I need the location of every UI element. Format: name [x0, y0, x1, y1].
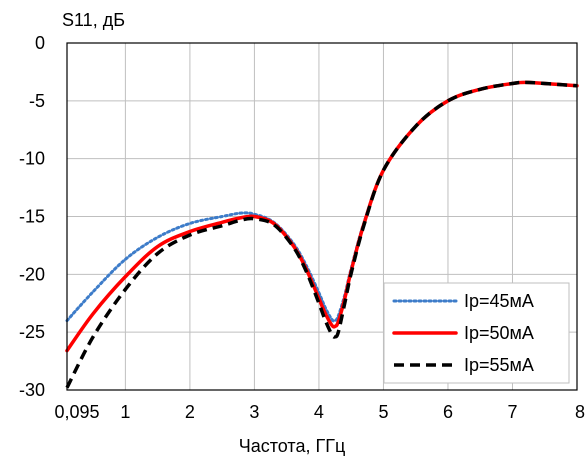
tick-labels: 0,095 1 2 3 4 5 6 7 8 0 -5 -10 -15 -20 -25 -30	[19, 33, 585, 422]
x-tick-label: 8	[575, 402, 585, 422]
x-tick-label: 4	[314, 402, 324, 422]
y-tick-label: -10	[19, 149, 45, 169]
legend: Ip=45мА Ip=50мА Ip=55мА	[383, 282, 570, 384]
legend-label-3: Ip=55мА	[464, 355, 534, 375]
x-tick-label: 7	[507, 402, 517, 422]
series-line-3	[65, 80, 578, 389]
x-tick-label: 1	[120, 402, 130, 422]
x-axis-title: Частота, ГГц	[239, 436, 346, 456]
x-tick-label: 3	[249, 402, 259, 422]
legend-label-1: Ip=45мА	[464, 291, 534, 311]
y-axis-title: S11, дБ	[62, 10, 125, 30]
x-tick-label: 0,095	[54, 402, 99, 422]
x-tick-label: 5	[378, 402, 388, 422]
y-tick-label: 0	[35, 33, 45, 53]
legend-label-2: Ip=50мА	[464, 323, 534, 343]
series-layer	[65, 80, 579, 389]
x-tick-label: 6	[443, 402, 453, 422]
y-tick-label: -20	[19, 264, 45, 284]
y-tick-label: -5	[29, 91, 45, 111]
y-tick-label: -30	[19, 380, 45, 400]
x-tick-label: 2	[185, 402, 195, 422]
y-tick-label: -15	[19, 207, 45, 227]
y-tick-label: -25	[19, 322, 45, 342]
plot-area-border	[66, 42, 578, 391]
